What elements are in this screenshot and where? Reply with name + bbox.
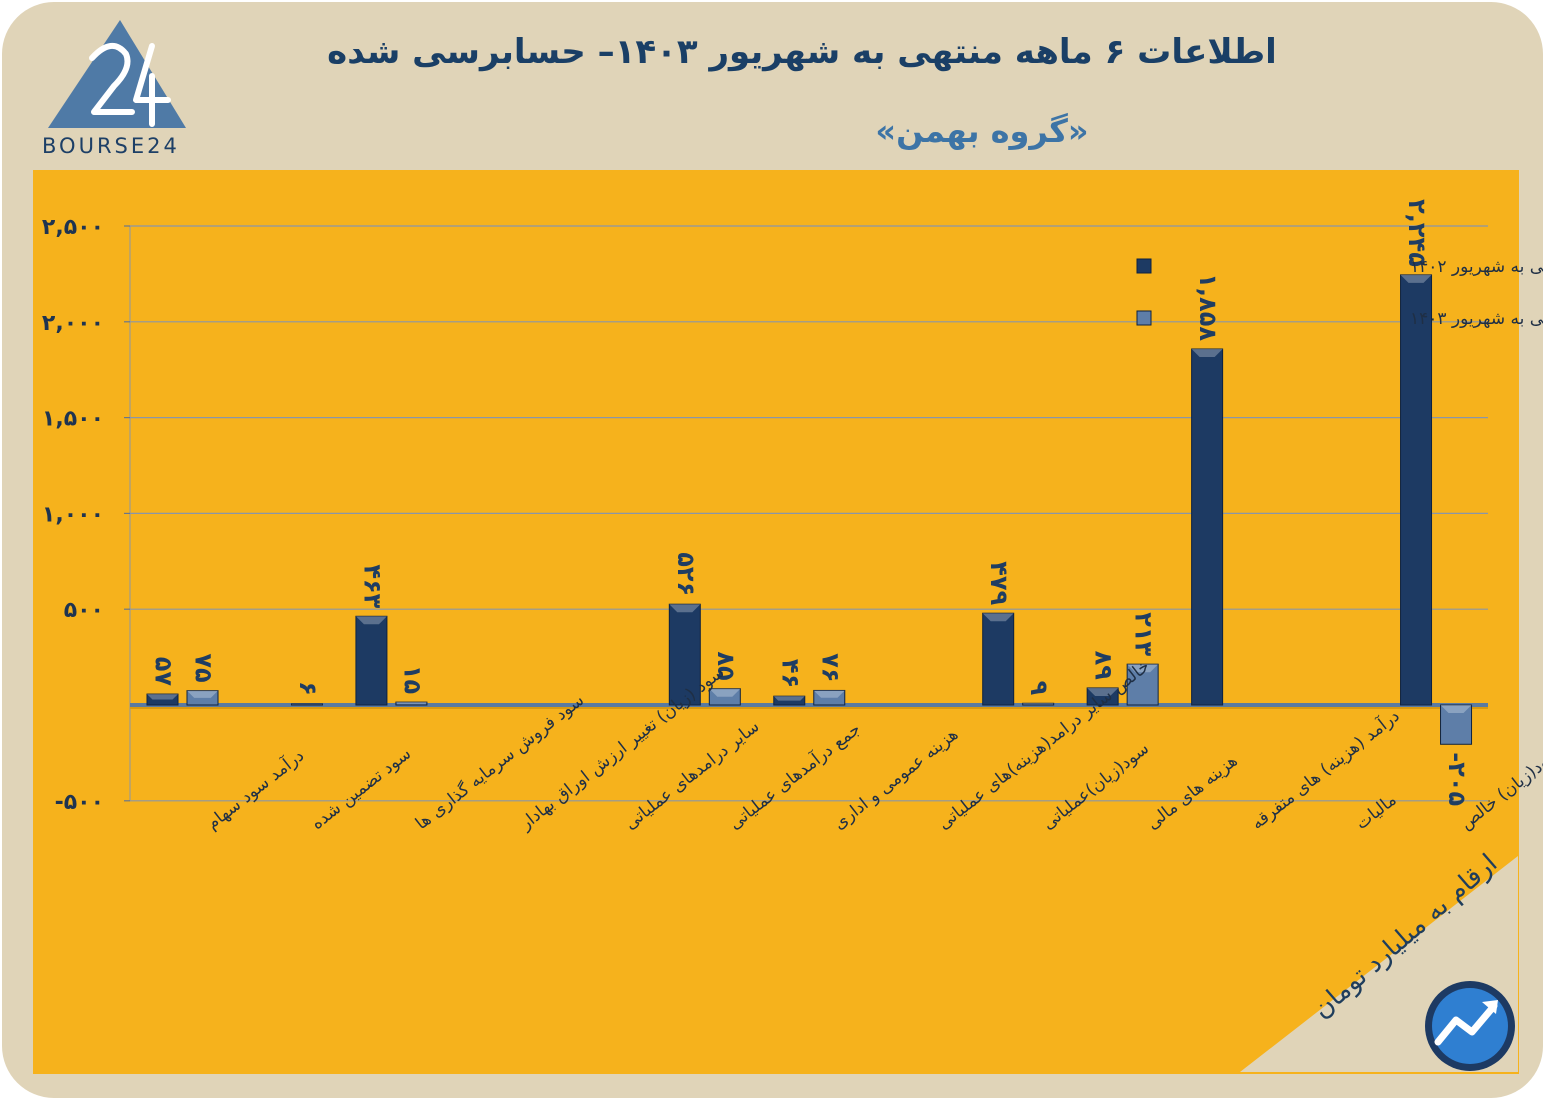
bar-bevel — [1127, 664, 1159, 673]
page-title: اطلاعات ۶ ماهه منتهی به شهریور ۱۴۰۳– حسا… — [327, 32, 1277, 72]
badge-icon — [1425, 981, 1515, 1071]
legend-label: عملکرد منتهی به شهریور ۱۴۰۳ — [1410, 309, 1543, 329]
bar-bevel — [355, 616, 387, 625]
bar-bevel — [813, 690, 845, 698]
bar-bevel — [1400, 274, 1432, 283]
bar-1403 — [708, 688, 741, 706]
data-label: ۸۵ — [712, 651, 740, 680]
y-tick-label: -۵۰۰ — [55, 790, 104, 815]
x-tick-label: سود(زیان)عملیاتی — [1039, 739, 1153, 834]
bar-bevel — [669, 604, 701, 613]
chart-legend: عملکرد منتهی به شهریور ۱۴۰۲ عملکرد منتهی … — [1136, 257, 1543, 329]
bar-1402 — [146, 693, 179, 706]
data-label: ۵۷ — [150, 657, 178, 687]
bar-1403 — [1022, 702, 1055, 706]
data-label: ۱,۸۵۸ — [1194, 273, 1222, 341]
data-label: -۲۰۵ — [1443, 752, 1471, 806]
bar-1403 — [290, 703, 323, 706]
bar-1402 — [355, 615, 388, 706]
data-label: ۷۵ — [190, 653, 218, 682]
x-tick-label: هزینه های مالی — [1143, 751, 1241, 834]
bar-1403 — [1440, 704, 1473, 745]
bar-bevel — [1191, 349, 1223, 358]
bar-1403 — [813, 689, 846, 706]
bar-1403 — [395, 701, 428, 706]
data-label: ۱۵ — [398, 665, 426, 694]
data-label: ۴۶ — [776, 659, 804, 688]
bar-1402 — [1086, 687, 1119, 706]
bar-1402 — [982, 612, 1015, 706]
bourse24-logo-icon — [48, 20, 186, 128]
x-tick-label: درآمد سود سهام — [202, 744, 308, 834]
y-tick-label: ۵۰۰ — [64, 598, 104, 623]
page-subtitle: «گروه بهمن» — [875, 112, 1089, 150]
data-label: ۷۶ — [816, 653, 844, 682]
y-tick-label: ۱,۰۰۰ — [42, 502, 104, 527]
y-tick-label: ۱,۵۰۰ — [42, 407, 104, 432]
bar-1402 — [1191, 348, 1224, 706]
data-label: ۲,۲۴۵ — [1403, 199, 1431, 267]
bar-bevel — [1440, 705, 1472, 713]
x-tick-label: سود (زیان) تغییر ارزش اوراق بهادار — [516, 662, 729, 834]
data-label: ۸۹ — [1090, 651, 1118, 681]
legend-swatch-1402 — [1136, 258, 1152, 274]
bar-bevel — [982, 613, 1014, 622]
bar-bevel — [291, 703, 323, 705]
legend-label: عملکرد منتهی به شهریور ۱۴۰۲ — [1410, 257, 1543, 277]
data-label: ۹ — [1025, 681, 1053, 696]
bar-bevel — [147, 694, 178, 700]
chart-y-ticks: -۵۰۰ ۵۰۰ ۱,۰۰۰ ۱,۵۰۰ ۲,۰۰۰ ۲,۵۰۰ — [42, 215, 104, 815]
logo-text: BOURSE24 — [42, 134, 180, 158]
bar-bevel — [1022, 703, 1054, 705]
chart-grid — [124, 225, 1488, 802]
chart-bars — [146, 274, 1473, 745]
legend-swatch-1403 — [1136, 310, 1152, 326]
data-label: ۲۱۳ — [1130, 612, 1158, 656]
x-tick-label: مالیات — [1352, 790, 1400, 834]
bar-1403 — [1126, 663, 1159, 706]
y-tick-label: ۲,۰۰۰ — [42, 311, 104, 336]
x-tick-label: سود فروش سرمایه گذاری ها — [411, 689, 588, 834]
bar-1403 — [186, 690, 219, 706]
data-label: ۴۷۹ — [985, 561, 1013, 605]
bar-bevel — [395, 702, 427, 704]
data-label: ۴۶۳ — [358, 564, 386, 608]
bar-1402 — [668, 603, 701, 706]
bar-bevel — [709, 688, 741, 697]
y-tick-label: ۲,۵۰۰ — [42, 215, 104, 240]
data-label: ۶ — [294, 681, 322, 696]
bar-bevel — [773, 696, 805, 701]
chart-data-labels: ۵۷ ۷۵ ۶ ۴۶۳ ۱۵ ۵۲۶ ۸۵ ۴۶ ۷۶ ۴۷۹ ۹ ۸۹ ۲۱۳ ۱,۸۵۸ ۲,۲۴۵ -۲… — [150, 199, 1472, 806]
bar-bevel — [187, 690, 218, 698]
data-label: ۵۲۶ — [672, 552, 700, 596]
chart-panel — [33, 170, 1519, 1074]
x-tick-label: سود تضمین شده — [307, 744, 415, 834]
bar-1402 — [773, 695, 806, 706]
bar-1402 — [1400, 274, 1433, 706]
bar-bevel — [1087, 687, 1119, 696]
